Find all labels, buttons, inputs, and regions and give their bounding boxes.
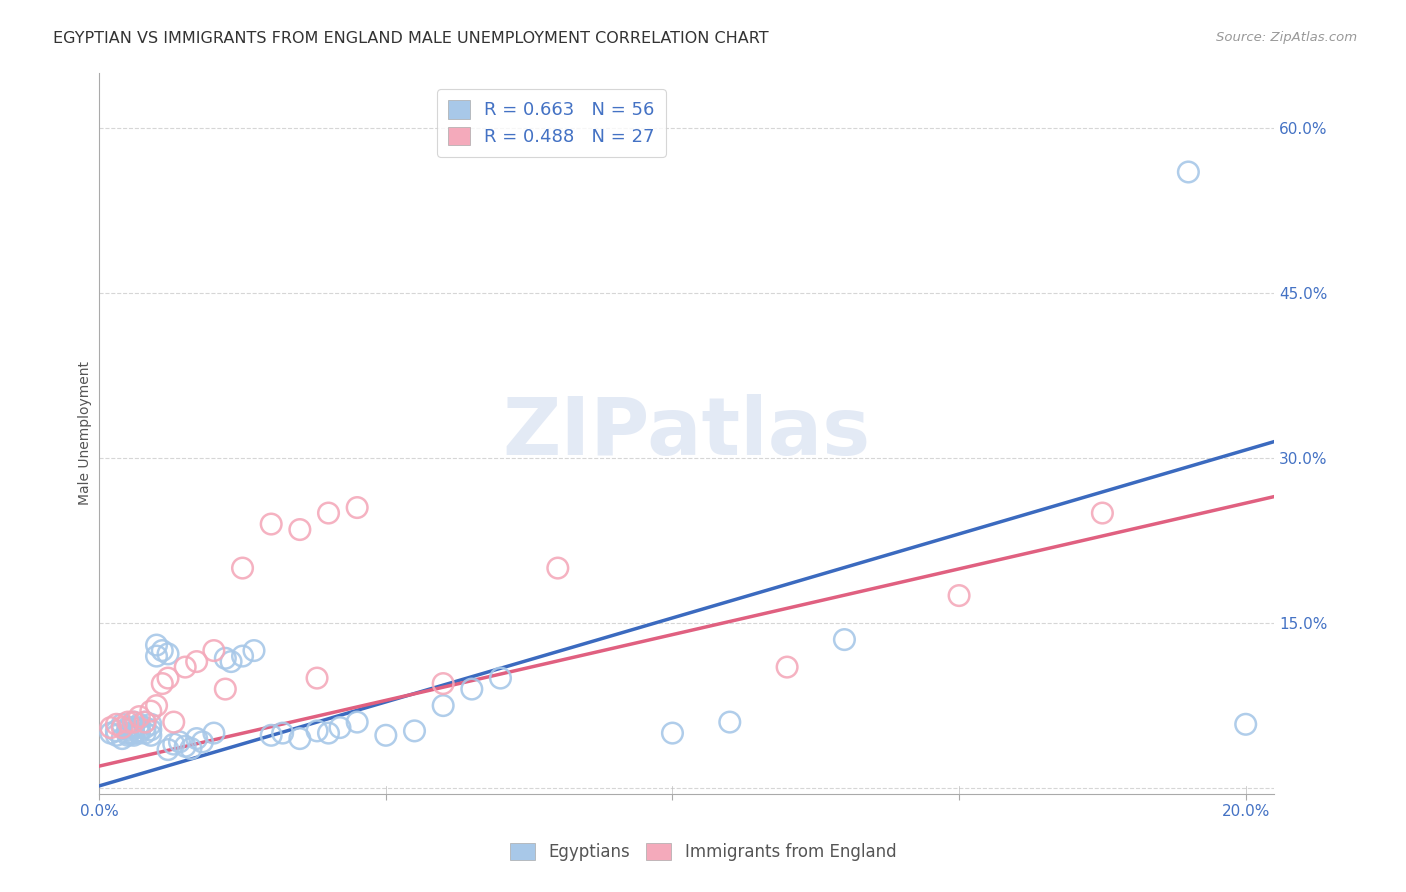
Point bbox=[547, 561, 569, 575]
Point bbox=[718, 715, 741, 730]
Point bbox=[260, 728, 283, 742]
Point bbox=[432, 698, 454, 713]
Point bbox=[150, 676, 173, 690]
Point bbox=[139, 717, 162, 731]
Point bbox=[288, 731, 311, 746]
Point bbox=[219, 655, 242, 669]
Point bbox=[111, 731, 134, 746]
Point bbox=[117, 723, 139, 737]
Point bbox=[776, 660, 799, 674]
Point bbox=[186, 655, 208, 669]
Point bbox=[374, 728, 396, 742]
Point bbox=[202, 643, 225, 657]
Point bbox=[271, 726, 294, 740]
Point bbox=[318, 726, 340, 740]
Legend: R = 0.663   N = 56, R = 0.488   N = 27: R = 0.663 N = 56, R = 0.488 N = 27 bbox=[437, 89, 665, 157]
Point bbox=[128, 726, 150, 740]
Point bbox=[489, 671, 512, 685]
Point bbox=[105, 717, 128, 731]
Point bbox=[318, 506, 340, 520]
Point bbox=[111, 717, 134, 731]
Point bbox=[180, 741, 202, 756]
Point bbox=[174, 739, 197, 754]
Point bbox=[150, 643, 173, 657]
Point bbox=[329, 721, 352, 735]
Point bbox=[174, 660, 197, 674]
Point bbox=[288, 523, 311, 537]
Point bbox=[100, 721, 122, 735]
Point bbox=[105, 723, 128, 738]
Point bbox=[214, 682, 236, 697]
Point bbox=[117, 728, 139, 742]
Point bbox=[111, 721, 134, 735]
Point bbox=[305, 723, 328, 738]
Point bbox=[139, 704, 162, 718]
Point bbox=[202, 726, 225, 740]
Point bbox=[163, 737, 186, 751]
Point bbox=[1091, 506, 1114, 520]
Point bbox=[128, 717, 150, 731]
Point bbox=[145, 638, 167, 652]
Point bbox=[305, 671, 328, 685]
Point bbox=[231, 561, 253, 575]
Point bbox=[122, 721, 145, 735]
Point bbox=[346, 715, 368, 730]
Point bbox=[661, 726, 683, 740]
Point bbox=[191, 735, 214, 749]
Text: ZIPatlas: ZIPatlas bbox=[503, 394, 870, 472]
Point bbox=[214, 651, 236, 665]
Point bbox=[834, 632, 856, 647]
Point bbox=[122, 728, 145, 742]
Point bbox=[128, 721, 150, 735]
Point bbox=[134, 715, 156, 730]
Point bbox=[156, 742, 179, 756]
Point bbox=[134, 721, 156, 735]
Point bbox=[117, 726, 139, 740]
Point bbox=[260, 517, 283, 532]
Point bbox=[432, 676, 454, 690]
Point bbox=[117, 715, 139, 730]
Y-axis label: Male Unemployment: Male Unemployment bbox=[79, 361, 93, 505]
Text: Source: ZipAtlas.com: Source: ZipAtlas.com bbox=[1216, 31, 1357, 45]
Point bbox=[404, 723, 426, 738]
Point bbox=[134, 726, 156, 740]
Point bbox=[128, 709, 150, 723]
Point bbox=[231, 649, 253, 664]
Point bbox=[163, 715, 186, 730]
Point bbox=[139, 723, 162, 737]
Point bbox=[134, 715, 156, 730]
Point bbox=[117, 721, 139, 735]
Point bbox=[145, 698, 167, 713]
Point bbox=[1234, 717, 1257, 731]
Point bbox=[156, 671, 179, 685]
Point bbox=[461, 682, 484, 697]
Point bbox=[156, 647, 179, 661]
Point bbox=[139, 728, 162, 742]
Point bbox=[122, 715, 145, 730]
Point bbox=[346, 500, 368, 515]
Point bbox=[948, 589, 970, 603]
Point bbox=[243, 643, 266, 657]
Point bbox=[186, 731, 208, 746]
Point bbox=[100, 726, 122, 740]
Point bbox=[1177, 165, 1199, 179]
Point bbox=[169, 735, 191, 749]
Point bbox=[122, 726, 145, 740]
Legend: Egyptians, Immigrants from England: Egyptians, Immigrants from England bbox=[503, 836, 903, 868]
Point bbox=[105, 728, 128, 742]
Text: EGYPTIAN VS IMMIGRANTS FROM ENGLAND MALE UNEMPLOYMENT CORRELATION CHART: EGYPTIAN VS IMMIGRANTS FROM ENGLAND MALE… bbox=[53, 31, 769, 46]
Point bbox=[145, 649, 167, 664]
Point bbox=[128, 723, 150, 738]
Point bbox=[122, 715, 145, 730]
